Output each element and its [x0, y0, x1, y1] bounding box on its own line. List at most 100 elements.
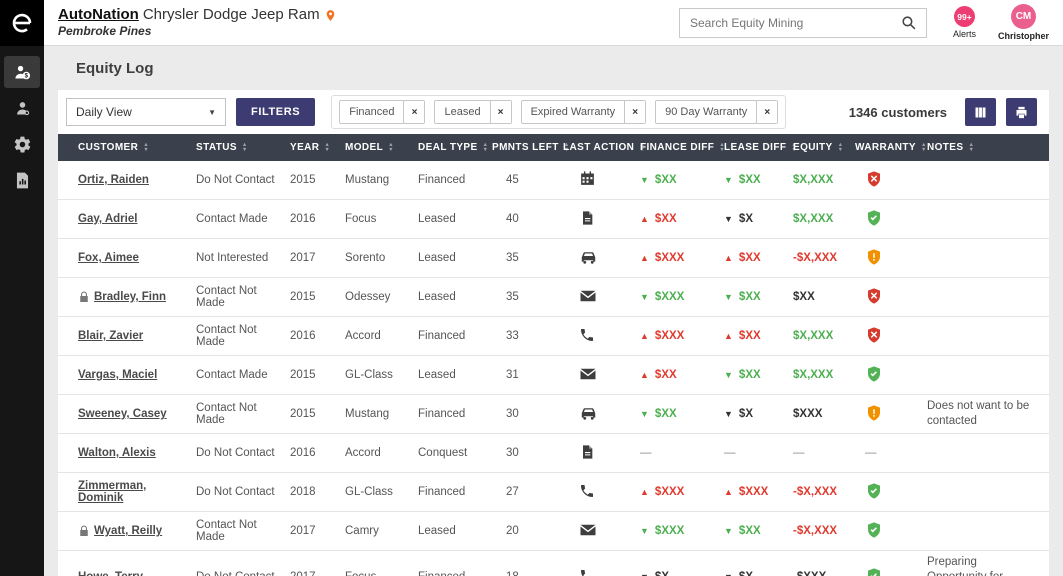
customer-link[interactable]: Sweeney, Casey [78, 408, 167, 420]
remove-filter-button[interactable]: × [403, 101, 425, 123]
last-action-cell [563, 327, 640, 346]
print-button[interactable] [1006, 98, 1037, 126]
envelope-icon [579, 521, 597, 539]
equity-cell: — [793, 447, 805, 459]
notes-cell [927, 527, 1037, 535]
equity-cell: -$X,XXX [793, 252, 838, 264]
customer-link[interactable]: Walton, Alexis [78, 447, 156, 459]
customer-link[interactable]: Fox, Aimee [78, 252, 139, 264]
remove-filter-button[interactable]: × [756, 101, 778, 123]
svg-text:$: $ [24, 73, 28, 79]
notes-cell [927, 488, 1037, 496]
column-header-lease-diff[interactable]: LEASE DIFF ▲ ▼ [724, 141, 798, 153]
brand-block: AutoNation Chrysler Dodge Jeep Ram Pembr… [58, 6, 337, 40]
sort-icon: ▲ ▼ [388, 141, 394, 153]
year-cell: 2015 [290, 291, 316, 303]
sort-icon: ▲ ▼ [968, 141, 975, 153]
pmnts-left-cell: 33 [506, 330, 519, 342]
car-icon [579, 403, 598, 422]
notes-cell [927, 215, 1037, 223]
envelope-icon [579, 287, 597, 305]
warranty-cell [855, 326, 927, 347]
customer-link[interactable]: Wyatt, Reilly [94, 525, 163, 537]
printer-icon [1016, 106, 1027, 118]
alerts-button[interactable]: 99+ Alerts [953, 6, 976, 39]
customer-link[interactable]: Zimmerman, Dominik [78, 480, 147, 504]
filters-button[interactable]: FILTERS [236, 98, 316, 126]
equity-cell: -$X,XXX [793, 525, 838, 537]
sidebar-item-customers[interactable] [4, 92, 40, 124]
customer-cell: Blair, Zavier [78, 330, 196, 342]
trend-up-icon: ▲ [724, 331, 733, 341]
filter-chips: Financed × Leased × Expired Warranty × 90 Day … [331, 95, 787, 129]
shield-check-green-icon [865, 521, 883, 539]
column-header-finance-diff[interactable]: FINANCE DIFF ▲ ▼ [640, 141, 726, 153]
sidebar-item-equity-mining[interactable]: $ [4, 56, 40, 88]
column-header-notes[interactable]: NOTES ▲ ▼ [927, 141, 975, 153]
column-header-deal-type[interactable]: DEAL TYPE ▲ ▼ [418, 141, 489, 153]
top-header: AutoNation Chrysler Dodge Jeep Ram Pembr… [44, 0, 1063, 46]
search-input[interactable] [679, 15, 892, 30]
model-cell: GL-Class [345, 486, 393, 498]
warranty-cell [855, 248, 927, 269]
filter-chip-label: Leased [444, 106, 481, 118]
year-cell: 2016 [290, 213, 316, 225]
sidebar-item-settings[interactable] [4, 128, 40, 160]
file-icon [579, 444, 595, 460]
trend-up-icon: ▲ [724, 487, 733, 497]
model-cell: Accord [345, 447, 381, 459]
warranty-cell [855, 365, 927, 386]
column-header-pmnts-left[interactable]: PMNTS LEFT ▲ ▼ [492, 141, 570, 153]
column-header-customer[interactable]: CUSTOMER ▲ ▼ [78, 141, 150, 153]
notes-cell: Preparing Opportunity for Compass with V… [927, 556, 1003, 576]
search-button[interactable] [892, 9, 926, 37]
column-header-year[interactable]: YEAR ▲ ▼ [290, 141, 331, 153]
finance-diff-cell: ▲ $XX [640, 213, 677, 225]
lease-diff-cell: ▼$X [724, 408, 753, 420]
dealership-location: Pembroke Pines [58, 24, 152, 39]
table-row: Zimmerman, Dominik Do Not Contact 2018 GL-C… [58, 473, 1049, 512]
customer-cell: Ortiz, Raiden [78, 174, 196, 186]
trend-up-icon: ▲ [640, 214, 649, 224]
shield-check-green-icon [865, 482, 883, 500]
column-header-equity[interactable]: EQUITY ▲ ▼ [793, 141, 844, 153]
pmnts-left-cell: 35 [506, 291, 519, 303]
customer-link[interactable]: Blair, Zavier [78, 330, 144, 342]
trend-up-icon: ▲ [640, 370, 649, 380]
remove-filter-button[interactable]: × [624, 101, 646, 123]
sidebar-item-reports[interactable] [4, 164, 40, 196]
warranty-cell [855, 521, 927, 542]
last-action-cell [563, 287, 640, 308]
user-menu[interactable]: CM Christopher [998, 4, 1049, 41]
columns-button[interactable] [965, 98, 996, 126]
column-header-status[interactable]: STATUS ▲ ▼ [196, 141, 248, 153]
column-header-warranty[interactable]: WARRANTY ▲ ▼ [855, 141, 927, 153]
customer-cell: Walton, Alexis [78, 447, 196, 459]
trend-down-icon: ▼ [724, 292, 733, 302]
customer-link[interactable]: Vargas, Maciel [78, 369, 158, 381]
customer-link[interactable]: Ortiz, Raiden [78, 174, 149, 186]
customer-link[interactable]: Howe, Terry [78, 571, 143, 576]
customer-link[interactable]: Gay, Adriel [78, 213, 138, 225]
customer-manager-icon [13, 99, 32, 118]
lease-diff-cell: ▼ $XX [724, 291, 761, 303]
last-action-cell [563, 210, 640, 229]
customer-link[interactable]: Bradley, Finn [94, 291, 166, 303]
year-cell: 2015 [290, 408, 316, 420]
column-header-last-action[interactable]: LAST ACTION ▲ ▼ [563, 141, 646, 153]
notes-cell [927, 293, 1037, 301]
finance-diff-cell: ▲ $XX [640, 369, 677, 381]
table-row: Blair, Zavier Contact Not Made 2016 Accord F… [58, 317, 1049, 356]
view-select-dropdown[interactable]: Daily View ▼ [66, 98, 226, 126]
report-icon [13, 171, 32, 190]
model-cell: Sorento [345, 252, 386, 264]
customer-cell: Howe, Terry [78, 571, 196, 576]
finance-diff-cell: ▼ $XX [640, 174, 677, 186]
column-header-model[interactable]: MODEL ▲ ▼ [345, 141, 394, 153]
equity-cell: $XX [793, 291, 815, 303]
sort-icon: ▲ ▼ [482, 141, 489, 153]
filter-chip-label: 90 Day Warranty [665, 106, 748, 118]
remove-filter-button[interactable]: × [489, 101, 511, 123]
filter-chip: Leased × [434, 100, 512, 124]
trend-up-icon: ▲ [724, 253, 733, 263]
